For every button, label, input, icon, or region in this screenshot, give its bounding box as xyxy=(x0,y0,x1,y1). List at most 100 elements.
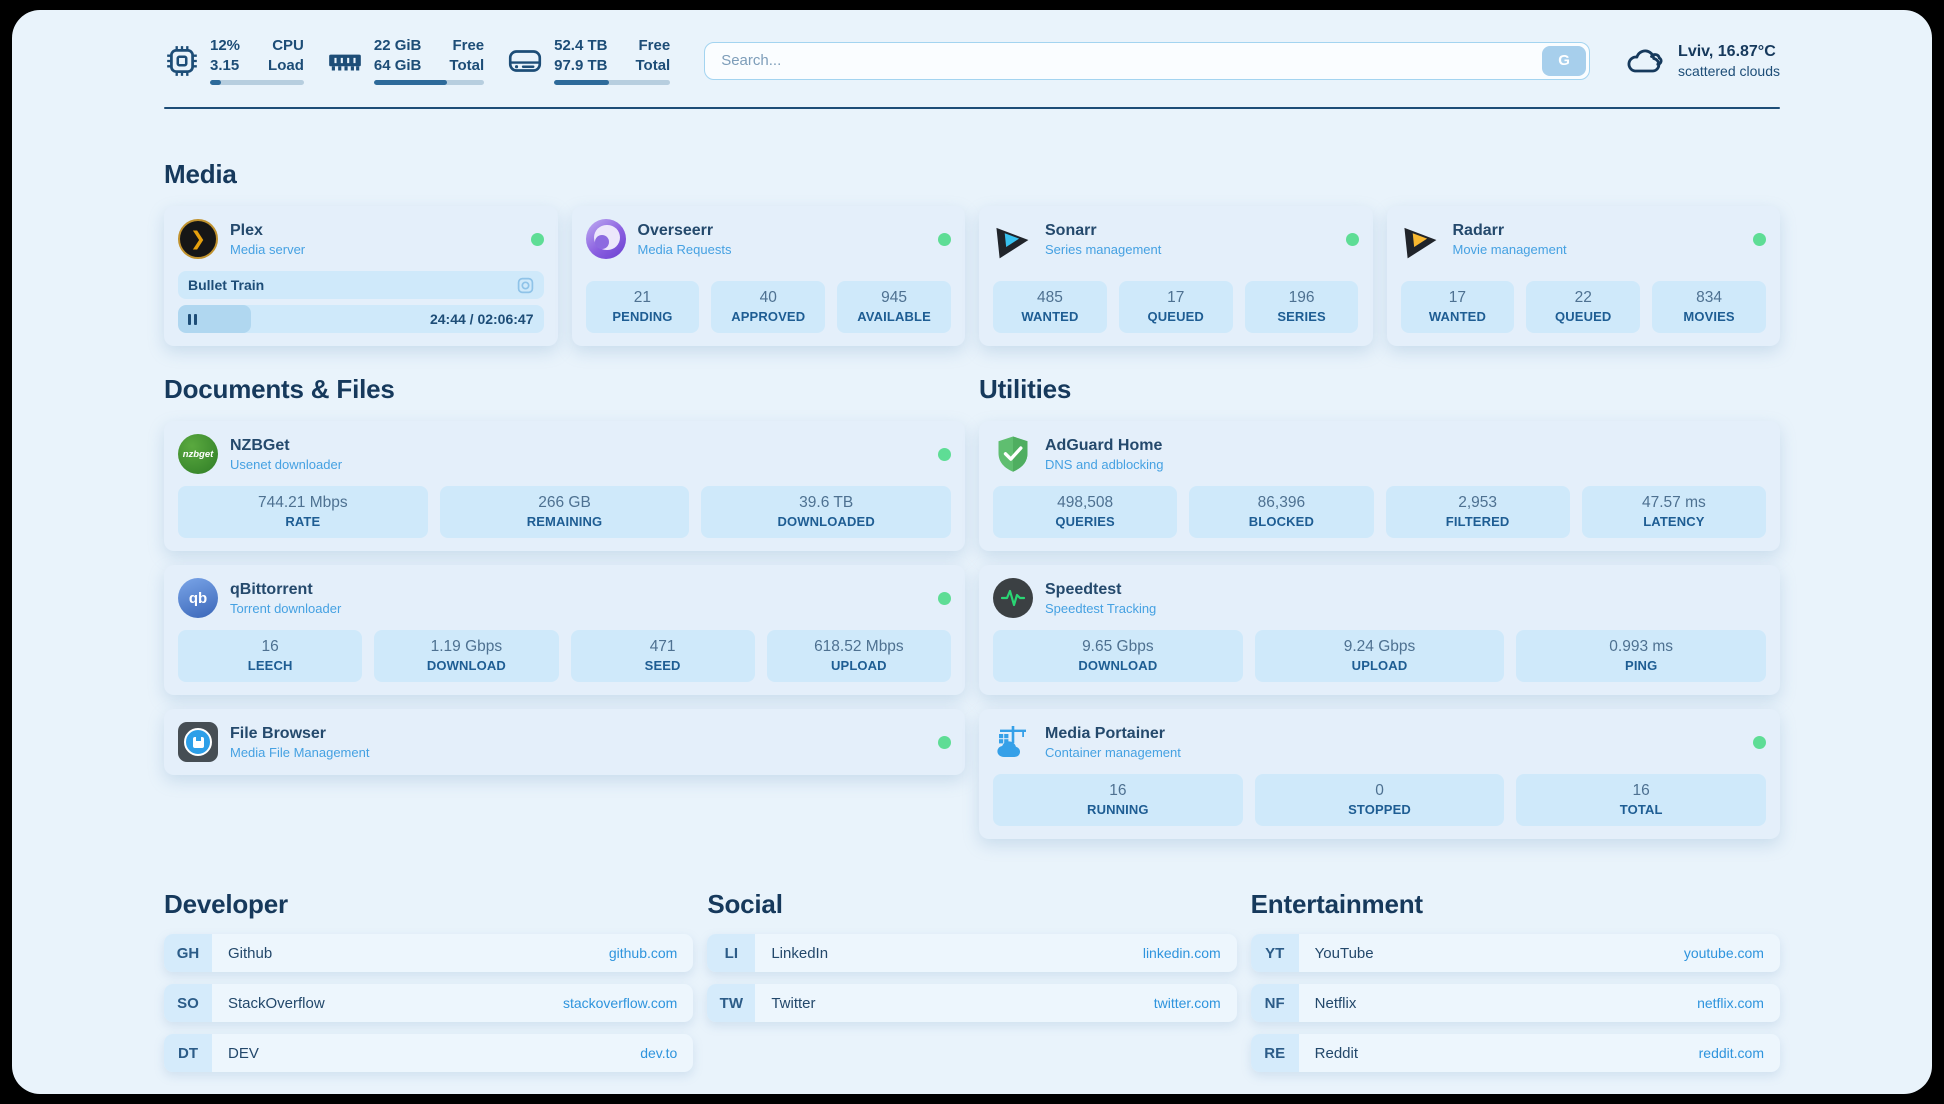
overseerr-icon xyxy=(585,219,626,259)
app-name: Media Portainer xyxy=(1045,724,1166,742)
app-card-plex[interactable]: ❯ Plex Media server Bullet Train xyxy=(164,206,558,346)
now-playing-title-row: Bullet Train xyxy=(178,271,544,299)
stat-box: 0 STOPPED xyxy=(1254,774,1505,826)
stat-box: 17 WANTED xyxy=(1400,281,1515,333)
app-card-qbittorrent[interactable]: qb qBittorrent Torrent downloader 16 LEE… xyxy=(164,565,965,695)
stat-box: 40 APPROVED xyxy=(711,281,826,333)
app-subtitle: Torrent downloader xyxy=(230,600,342,616)
stat-box: 471 SEED xyxy=(570,630,755,682)
section-title-media: Media xyxy=(164,159,237,189)
bookmark-dev[interactable]: DT DEV dev.to xyxy=(164,1034,694,1072)
app-subtitle: Media server xyxy=(230,241,306,257)
bookmark-domain: dev.to xyxy=(640,1045,678,1061)
bookmark-domain: linkedin.com xyxy=(1142,945,1221,961)
dashboard-frame: 12% 3.15 CPU Load xyxy=(12,10,1932,1094)
filebrowser-icon xyxy=(178,722,218,762)
stat-box: 0.993 ms PING xyxy=(1516,630,1767,682)
cpu-load-label: Load xyxy=(268,56,304,74)
utilities-column: Utilities AdGuard Home xyxy=(979,374,1780,839)
bookmark-abbr: GH xyxy=(164,934,212,972)
app-card-sonarr[interactable]: ▶ ▶ Sonarr Series management 485 WANTED xyxy=(979,206,1373,346)
plex-icon: ❯ xyxy=(178,219,218,259)
stat-box: 39.6 TB DOWNLOADED xyxy=(701,486,952,538)
bookmark-name: Github xyxy=(228,944,273,962)
stat-box: 196 SERIES xyxy=(1244,281,1359,333)
app-card-speedtest[interactable]: Speedtest Speedtest Tracking 9.65 Gbps D… xyxy=(979,565,1780,695)
cpu-widget: 12% 3.15 CPU Load xyxy=(164,36,304,85)
documents-column: Documents & Files nzbget NZBGet Usenet d… xyxy=(164,374,965,839)
app-card-adguard[interactable]: AdGuard Home DNS and adblocking 498,508 … xyxy=(979,421,1780,551)
stat-box: 86,396 BLOCKED xyxy=(1189,486,1374,538)
app-card-nzbget[interactable]: nzbget NZBGet Usenet downloader 744.21 M… xyxy=(164,421,965,551)
bookmark-stackoverflow[interactable]: SO StackOverflow stackoverflow.com xyxy=(164,984,694,1022)
search-bar: G xyxy=(704,41,1591,80)
ram-total-label: Total xyxy=(449,56,485,74)
section-title-utilities: Utilities xyxy=(979,374,1072,404)
stat-box: 498,508 QUERIES xyxy=(993,486,1178,538)
stat-box: 485 WANTED xyxy=(993,281,1107,333)
status-online-dot xyxy=(530,232,544,246)
ram-total-value: 64 GiB xyxy=(373,56,422,74)
app-name: Plex xyxy=(230,221,263,239)
bookmark-name: Netflix xyxy=(1314,994,1357,1012)
app-name: AdGuard Home xyxy=(1045,436,1163,454)
bookmark-abbr: NF xyxy=(1250,984,1299,1022)
bookmark-group-social: Social LI LinkedIn linkedin.com TW Twitt… xyxy=(707,889,1237,1072)
app-subtitle: Movie management xyxy=(1452,241,1567,257)
app-subtitle: Media Requests xyxy=(637,241,732,257)
weather-location-temp: Lviv, 16.87°C xyxy=(1678,42,1776,60)
bookmark-abbr: RE xyxy=(1250,1034,1299,1072)
bookmark-netflix[interactable]: NF Netflix netflix.com xyxy=(1250,984,1780,1022)
sonarr-icon: ▶ ▶ xyxy=(995,214,1031,264)
app-card-portainer[interactable]: Media Portainer Container management 16 … xyxy=(979,709,1780,839)
bookmark-abbr: SO xyxy=(164,984,212,1022)
section-title-entertainment: Entertainment xyxy=(1250,889,1423,919)
app-name: Radarr xyxy=(1452,221,1505,239)
bookmark-linkedin[interactable]: LI LinkedIn linkedin.com xyxy=(707,934,1237,972)
cpu-usage-label: CPU xyxy=(272,37,304,54)
stat-box: 17 QUEUED xyxy=(1118,281,1233,333)
stat-box: 266 GB REMAINING xyxy=(439,486,690,538)
search-provider-button[interactable]: G xyxy=(1542,45,1587,76)
stat-box: 2,953 FILTERED xyxy=(1385,486,1570,538)
disk-free-label: Free xyxy=(638,37,671,54)
bookmark-abbr: YT xyxy=(1250,934,1299,972)
status-online-dot xyxy=(1753,232,1766,246)
ram-free-label: Free xyxy=(452,37,485,54)
stat-box: 1.19 Gbps DOWNLOAD xyxy=(374,630,559,682)
app-subtitle: DNS and adblocking xyxy=(1045,456,1164,472)
bookmark-domain: twitter.com xyxy=(1153,995,1221,1011)
ram-free-value: 22 GiB xyxy=(373,37,422,54)
app-subtitle: Usenet downloader xyxy=(230,456,343,472)
bookmark-group-developer: Developer GH Github github.com SO StackO… xyxy=(164,889,694,1072)
disk-progress-bar xyxy=(554,80,671,85)
app-card-radarr[interactable]: ▶ ▶ Radarr Movie management 17 WANTED xyxy=(1386,206,1780,346)
bookmark-youtube[interactable]: YT YouTube youtube.com xyxy=(1250,934,1780,972)
stat-box: 16 LEECH xyxy=(178,630,363,682)
bookmark-abbr: TW xyxy=(707,984,756,1022)
bookmark-group-entertainment: Entertainment YT YouTube youtube.com NF … xyxy=(1250,889,1780,1072)
app-card-overseerr[interactable]: Overseerr Media Requests 21 PENDING 40 A… xyxy=(571,206,965,346)
radarr-icon: ▶ ▶ xyxy=(1402,214,1439,264)
stat-box: 16 TOTAL xyxy=(1516,774,1767,826)
status-online-dot xyxy=(1345,232,1359,246)
bookmark-github[interactable]: GH Github github.com xyxy=(164,934,694,972)
stat-box: 9.24 Gbps UPLOAD xyxy=(1254,630,1505,682)
bookmark-reddit[interactable]: RE Reddit reddit.com xyxy=(1250,1034,1780,1072)
search-input[interactable] xyxy=(704,41,1591,80)
ram-progress-fill xyxy=(373,80,447,85)
system-widgets: 12% 3.15 CPU Load xyxy=(164,36,671,85)
status-online-dot xyxy=(1753,735,1766,749)
qbittorrent-icon: qb xyxy=(178,578,218,618)
bookmark-twitter[interactable]: TW Twitter twitter.com xyxy=(707,984,1237,1022)
app-name: qBittorrent xyxy=(230,580,313,598)
bookmark-name: StackOverflow xyxy=(228,994,325,1012)
cpu-progress-bar xyxy=(210,80,304,85)
section-title-social: Social xyxy=(707,889,783,919)
pause-icon[interactable] xyxy=(188,313,197,325)
ram-icon xyxy=(329,54,361,70)
now-playing-time: 24:44 / 02:06:47 xyxy=(429,311,534,327)
now-playing-progress-fill xyxy=(178,305,252,333)
app-name: Speedtest xyxy=(1045,580,1122,598)
app-card-filebrowser[interactable]: File Browser Media File Management xyxy=(164,709,965,775)
